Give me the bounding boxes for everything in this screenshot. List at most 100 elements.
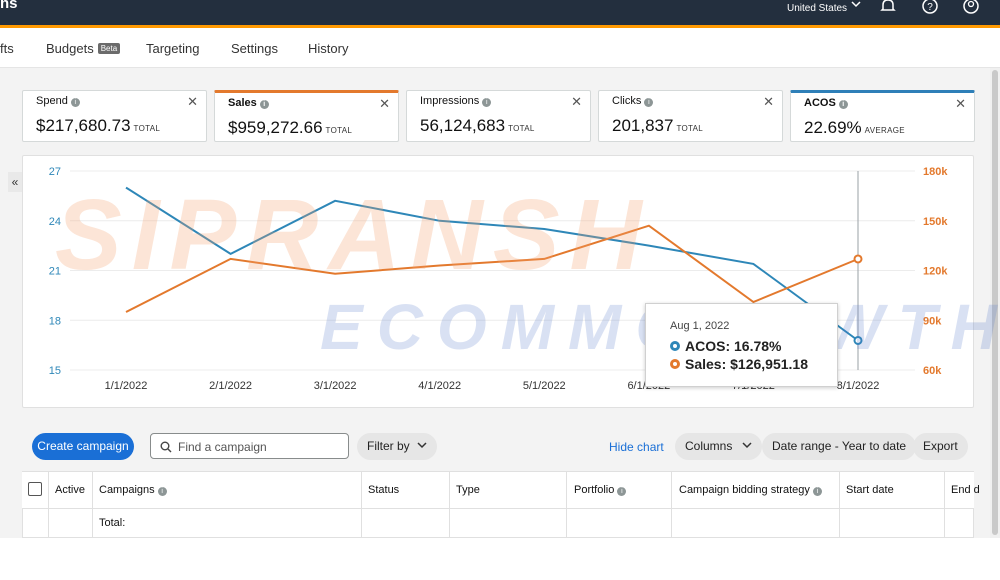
filter-by-button[interactable]: Filter by: [357, 433, 438, 460]
close-icon[interactable]: ✕: [571, 94, 582, 109]
metric-value-text: 56,124,683: [420, 116, 506, 135]
metric-unit: TOTAL: [325, 126, 353, 135]
chevron-down-icon: [417, 442, 427, 449]
column-header-start-date[interactable]: Start date: [846, 484, 894, 496]
column-divider: [361, 471, 362, 538]
metric-label-text: Sales: [228, 97, 257, 109]
column-divider: [566, 471, 567, 538]
country-selector[interactable]: United States: [787, 0, 861, 14]
info-icon[interactable]: i: [259, 100, 269, 109]
column-header-active[interactable]: Active: [55, 484, 85, 496]
close-icon[interactable]: ✕: [763, 94, 774, 109]
tab-label: Budgets: [46, 41, 94, 56]
date-range-button[interactable]: Date range - Year to date: [762, 433, 917, 460]
columns-button[interactable]: Columns: [675, 433, 762, 460]
metric-value: 22.69% AVERAGE: [804, 118, 905, 138]
scrollbar-thumb[interactable]: [992, 70, 998, 535]
tab-budgets[interactable]: Budgets Beta: [46, 41, 121, 56]
close-icon[interactable]: ✕: [955, 96, 966, 111]
tab-label: Targeting: [146, 41, 200, 56]
search-placeholder: Find a campaign: [178, 440, 267, 454]
metric-value-text: 201,837: [612, 116, 674, 135]
info-icon[interactable]: i: [838, 100, 848, 109]
info-icon[interactable]: i: [617, 487, 627, 496]
total-row-label: Total:: [99, 517, 126, 529]
tab-label: History: [308, 41, 349, 56]
info-icon[interactable]: i: [70, 98, 80, 107]
column-header-campaigns[interactable]: Campaigns i: [99, 484, 167, 496]
metric-value: 56,124,683 TOTAL: [420, 116, 535, 136]
column-divider: [944, 471, 945, 538]
filter-label: Filter by: [367, 439, 410, 453]
metric-value-text: 22.69%: [804, 118, 862, 137]
hide-chart-link[interactable]: Hide chart: [609, 440, 664, 454]
metric-label: Spend i: [36, 95, 80, 107]
metric-unit: AVERAGE: [864, 126, 905, 135]
chart-tooltip: Aug 1, 2022 ACOS: 16.78% Sales: $126,951…: [645, 303, 838, 387]
column-header-label: Campaigns: [99, 484, 155, 496]
search-icon: [160, 441, 172, 453]
metric-value-text: $217,680.73: [36, 116, 131, 135]
metric-value: $217,680.73 TOTAL: [36, 116, 160, 136]
tooltip-sales: Sales: $126,951.18: [685, 356, 808, 372]
metric-label: Clicks i: [612, 95, 654, 107]
help-icon[interactable]: ?: [921, 0, 939, 15]
info-icon[interactable]: i: [812, 487, 822, 496]
user-icon[interactable]: [962, 0, 980, 15]
tab-history[interactable]: History: [308, 41, 348, 56]
create-campaign-button[interactable]: Create campaign: [32, 433, 134, 460]
metric-card-sales[interactable]: Sales i ✕ $959,272.66 TOTAL: [214, 90, 399, 142]
column-header-type[interactable]: Type: [456, 484, 480, 496]
export-button[interactable]: Export: [913, 433, 968, 460]
tooltip-date: Aug 1, 2022: [670, 320, 730, 332]
metric-card-clicks[interactable]: Clicks i ✕ 201,837 TOTAL: [598, 90, 783, 142]
metric-card-acos[interactable]: ACOS i ✕ 22.69% AVERAGE: [790, 90, 975, 142]
collapse-sidebar-icon[interactable]: «: [8, 172, 22, 192]
metric-unit: TOTAL: [676, 124, 703, 133]
chevron-down-icon: [742, 442, 752, 449]
tab-label: fts: [0, 41, 14, 56]
tab-drafts[interactable]: fts: [0, 41, 14, 56]
metric-unit: TOTAL: [133, 124, 161, 133]
column-header-bidding-strategy[interactable]: Campaign bidding strategy i: [679, 484, 822, 496]
column-header-status[interactable]: Status: [368, 484, 400, 496]
metric-label: Impressions i: [420, 95, 492, 107]
tooltip-acos: ACOS: 16.78%: [685, 338, 782, 354]
metric-value: 201,837 TOTAL: [612, 116, 703, 136]
column-header-portfolio[interactable]: Portfolio i: [574, 484, 627, 496]
column-divider: [449, 471, 450, 538]
info-icon[interactable]: i: [157, 487, 167, 496]
close-icon[interactable]: ✕: [379, 96, 390, 111]
info-icon[interactable]: i: [644, 98, 654, 107]
columns-label: Columns: [685, 439, 733, 453]
metric-card-spend[interactable]: Spend i ✕ $217,680.73 TOTAL: [22, 90, 207, 142]
tab-targeting[interactable]: Targeting: [146, 41, 199, 56]
page-bottom: [0, 538, 1000, 580]
metric-label: Sales i: [228, 97, 269, 109]
search-input[interactable]: Find a campaign: [150, 433, 349, 459]
tab-settings[interactable]: Settings: [231, 41, 278, 56]
column-divider: [671, 471, 672, 538]
bell-icon[interactable]: [879, 0, 897, 15]
tooltip-sales-row: Sales: $126,951.18: [670, 356, 808, 372]
column-header-end-date[interactable]: End d: [951, 484, 980, 496]
metric-label: ACOS i: [804, 97, 848, 109]
svg-text:?: ?: [927, 2, 933, 13]
sales-dot-icon: [670, 359, 680, 369]
metric-label-text: Clicks: [612, 95, 642, 107]
chevron-down-icon: [851, 0, 861, 7]
sub-nav-tabs: fts Budgets Beta Targeting Settings Histo…: [0, 31, 1000, 68]
column-divider: [92, 471, 93, 538]
tab-label: Settings: [231, 41, 278, 56]
info-icon[interactable]: i: [482, 98, 492, 107]
acos-dot-icon: [670, 341, 680, 351]
select-all-checkbox[interactable]: [28, 482, 42, 496]
column-header-label: Portfolio: [574, 484, 615, 496]
metric-card-impressions[interactable]: Impressions i ✕ 56,124,683 TOTAL: [406, 90, 591, 142]
metric-unit: TOTAL: [508, 124, 535, 133]
metric-value: $959,272.66 TOTAL: [228, 118, 352, 138]
column-divider: [839, 471, 840, 538]
column-header-label: Campaign bidding strategy: [679, 484, 810, 496]
close-icon[interactable]: ✕: [187, 94, 198, 109]
metric-label-text: Spend: [36, 95, 68, 107]
